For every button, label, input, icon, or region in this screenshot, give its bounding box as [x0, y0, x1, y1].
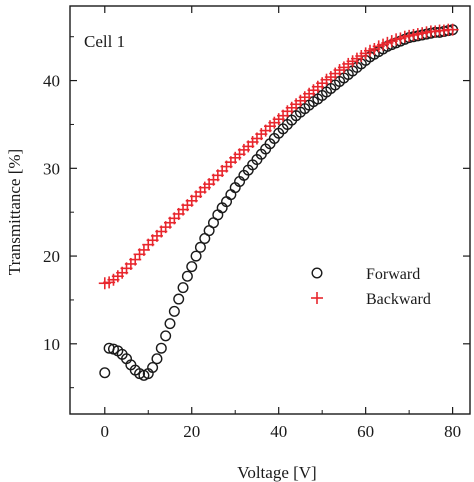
x-axis-title: Voltage [V]	[237, 463, 316, 482]
legend-marker-backward	[311, 292, 323, 304]
forward-point	[164, 318, 176, 330]
x-tick-label: 60	[357, 422, 374, 441]
legend: Forward Backward	[311, 266, 431, 308]
tick-labels: 0 20 40 60 80 10 20 30 40	[43, 72, 461, 441]
x-tick-label: 40	[270, 422, 287, 441]
annotation-label: Cell 1	[84, 32, 125, 51]
forward-point	[212, 209, 224, 221]
y-tick-label: 30	[43, 159, 60, 178]
y-axis-title: Transmittance [%]	[5, 149, 24, 275]
forward-point	[186, 261, 198, 273]
forward-point	[194, 241, 206, 253]
x-tick-label: 20	[183, 422, 200, 441]
forward-point	[177, 282, 189, 294]
x-tick-label: 0	[101, 422, 110, 441]
ticks	[70, 6, 470, 414]
forward-point	[99, 367, 111, 379]
forward-point	[181, 270, 193, 282]
series-forward	[99, 24, 459, 381]
forward-point	[190, 250, 202, 262]
y-tick-label: 40	[43, 72, 60, 91]
legend-marker-forward	[311, 267, 323, 279]
forward-point	[155, 342, 167, 354]
plot-frame	[69, 5, 471, 415]
legend-label-forward: Forward	[366, 266, 420, 283]
forward-point	[151, 353, 163, 365]
forward-point	[147, 361, 159, 373]
y-tick-label: 10	[43, 335, 60, 354]
forward-point	[168, 305, 180, 317]
x-tick-label: 80	[444, 422, 461, 441]
forward-point	[173, 293, 185, 305]
y-tick-label: 20	[43, 247, 60, 266]
backward-point	[446, 23, 459, 36]
series-backward	[98, 23, 459, 290]
forward-point	[225, 189, 237, 201]
legend-label-backward: Backward	[366, 291, 431, 308]
forward-point	[160, 330, 172, 342]
